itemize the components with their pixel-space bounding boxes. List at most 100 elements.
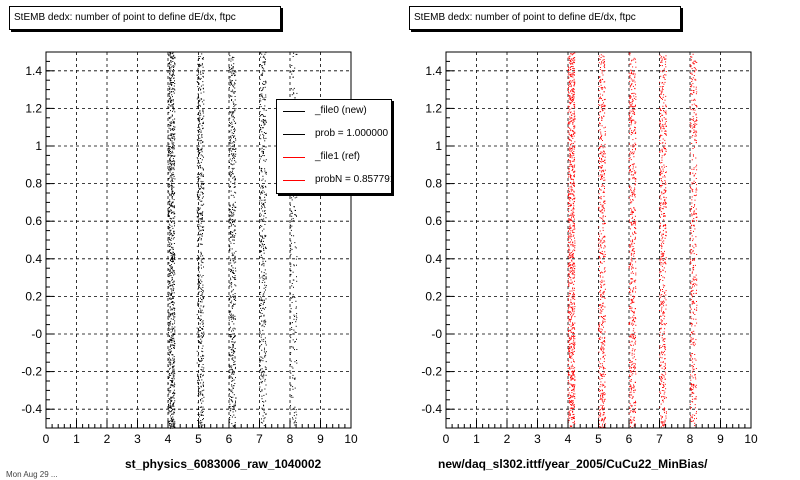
data-point [170, 252, 172, 253]
data-point [569, 148, 571, 150]
data-point [200, 253, 202, 255]
data-point [663, 390, 665, 392]
data-point [235, 278, 237, 280]
data-point [233, 86, 234, 88]
data-point [633, 79, 635, 81]
data-point [665, 181, 666, 183]
data-point [573, 333, 575, 334]
data-point [570, 188, 572, 190]
data-point [170, 218, 172, 220]
data-point [601, 70, 603, 72]
data-point [569, 232, 571, 234]
data-point [198, 393, 199, 394]
data-point [600, 306, 602, 308]
data-point [574, 105, 576, 107]
data-point [601, 285, 603, 287]
data-point [168, 404, 169, 406]
data-point [664, 81, 666, 83]
data-point [172, 119, 174, 121]
data-point [604, 104, 606, 106]
data-point [228, 363, 230, 365]
data-point [604, 87, 606, 89]
data-point [202, 141, 204, 143]
data-point [201, 366, 203, 368]
data-point [172, 338, 174, 340]
data-point [604, 60, 605, 62]
data-point [635, 104, 636, 106]
data-point [200, 413, 202, 415]
data-point [630, 278, 632, 280]
data-point [171, 134, 172, 136]
data-point [201, 350, 203, 352]
data-point [169, 398, 171, 400]
data-point [202, 262, 204, 264]
data-point [573, 96, 575, 98]
data-point [635, 96, 637, 98]
data-point [169, 373, 171, 374]
data-point [172, 174, 174, 176]
data-point [598, 330, 600, 332]
data-point [572, 250, 574, 252]
data-point [569, 417, 571, 419]
data-point [201, 212, 203, 214]
data-point [196, 74, 198, 76]
data-point [665, 134, 667, 135]
data-point [197, 259, 198, 261]
data-point [233, 136, 234, 138]
data-point [631, 302, 633, 304]
data-point [665, 149, 667, 151]
data-point [233, 148, 235, 150]
data-point [630, 252, 632, 254]
data-point [199, 167, 201, 169]
data-point [228, 310, 230, 312]
data-point [201, 197, 203, 199]
data-point [230, 139, 231, 141]
data-point [170, 193, 172, 195]
data-point [573, 190, 575, 192]
data-point [200, 222, 202, 224]
data-point [172, 257, 173, 259]
data-point [599, 105, 601, 106]
data-point [170, 139, 171, 141]
data-point [603, 284, 605, 286]
data-point [169, 52, 171, 54]
data-point [197, 217, 199, 219]
data-point [172, 70, 174, 72]
data-point [570, 355, 572, 357]
data-point [201, 347, 203, 349]
data-point [173, 347, 175, 349]
data-point [629, 52, 631, 54]
data-point [167, 63, 169, 64]
data-point [568, 276, 570, 278]
data-point [568, 176, 569, 178]
data-point [196, 98, 198, 100]
data-point [603, 171, 605, 173]
data-point [603, 280, 605, 282]
data-point [233, 205, 235, 207]
data-point [600, 294, 601, 296]
data-point [170, 384, 172, 386]
data-point [568, 230, 570, 232]
data-point [600, 283, 602, 285]
data-point [200, 251, 202, 253]
data-point [171, 279, 173, 281]
data-point [573, 128, 575, 130]
data-point [630, 259, 632, 261]
data-point [203, 257, 204, 259]
data-point [631, 73, 633, 75]
data-point [234, 229, 236, 231]
data-point [633, 105, 635, 107]
data-point [633, 384, 634, 386]
data-point [567, 278, 569, 280]
data-point [664, 271, 666, 273]
data-point [665, 166, 667, 167]
data-point [629, 391, 631, 393]
data-point [170, 69, 172, 71]
data-point [602, 140, 603, 141]
data-point [203, 385, 204, 387]
data-point [572, 373, 574, 375]
data-point [570, 213, 572, 215]
data-point [201, 125, 203, 127]
data-point [600, 252, 602, 254]
data-point [599, 378, 601, 380]
